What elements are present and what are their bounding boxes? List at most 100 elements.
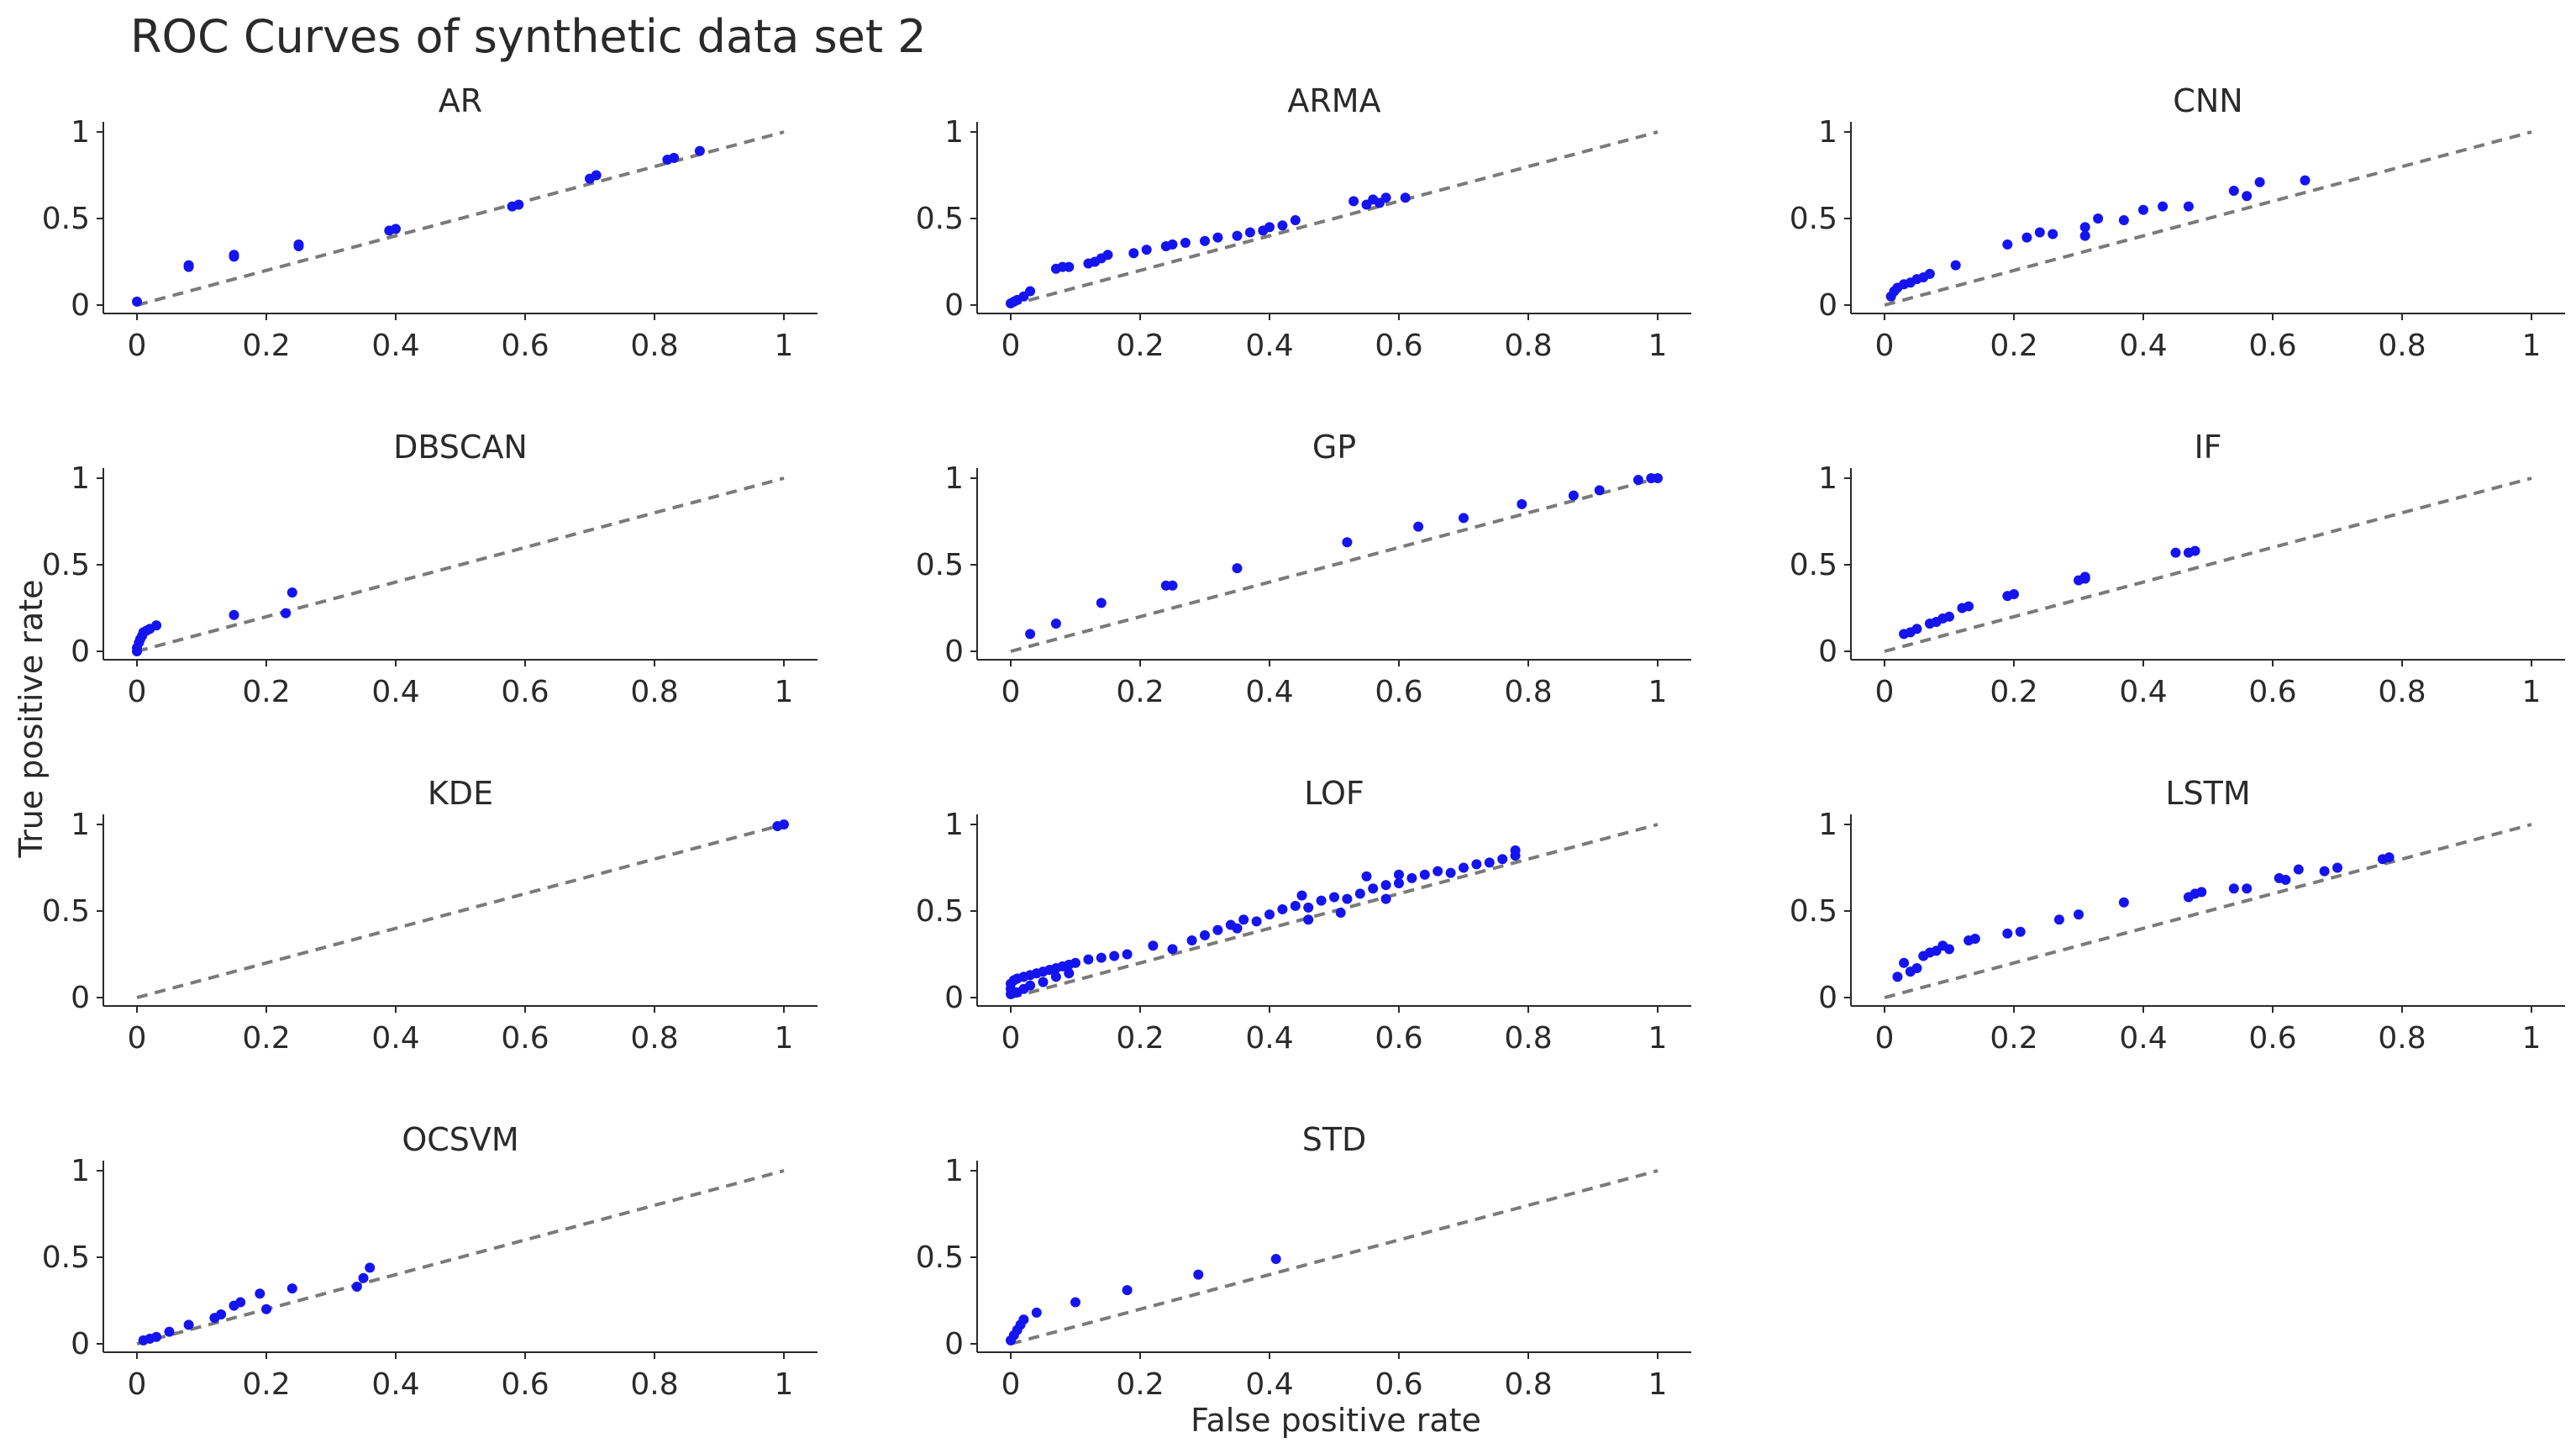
roc-point: [1122, 949, 1133, 960]
x-tick-label: 0.2: [1116, 675, 1164, 709]
panel-if: 0 0.5 1 0 0.2 0.4 0.6 0.8 1 IF: [1790, 429, 2565, 709]
x-tick-label: 0.8: [630, 675, 678, 709]
roc-point: [1050, 619, 1061, 629]
x-tick-label: 0.6: [2248, 329, 2296, 363]
panel-title: GP: [1312, 429, 1356, 466]
x-tick-label: 0: [1875, 329, 1895, 363]
x-tick-label: 1: [2522, 1021, 2542, 1056]
y-tick-label: 0: [1818, 981, 1837, 1015]
x-tick-label: 0.6: [2248, 1021, 2296, 1056]
roc-point: [2293, 864, 2304, 875]
roc-point: [183, 260, 194, 271]
x-tick-label: 1: [775, 329, 794, 363]
roc-point: [1070, 1297, 1080, 1308]
y-tick-label: 1: [71, 808, 90, 842]
x-tick-label: 0.6: [501, 1367, 549, 1402]
y-tick-label: 0: [944, 981, 964, 1015]
roc-point: [1368, 883, 1379, 894]
roc-point: [229, 250, 239, 261]
roc-point: [1380, 880, 1391, 891]
roc-point: [1109, 951, 1120, 961]
y-tick-label: 0: [944, 1327, 964, 1361]
panel-gp: 0 0.5 1 0 0.2 0.4 0.6 0.8 1 GP: [916, 429, 1691, 709]
x-tick-label: 0.8: [2378, 1021, 2426, 1056]
panel-ar: 0 0.5 1 0 0.2 0.4 0.6 0.8 1 AR: [42, 82, 817, 363]
roc-point: [1354, 888, 1365, 899]
roc-point: [1911, 624, 1922, 635]
roc-point: [1342, 537, 1353, 548]
x-tick-label: 0: [1001, 329, 1021, 363]
roc-point: [1911, 962, 1922, 973]
roc-point: [2093, 213, 2104, 224]
roc-point: [261, 1303, 271, 1314]
x-tick-label: 0: [128, 1367, 147, 1402]
roc-point: [591, 170, 602, 181]
roc-point: [1244, 227, 1255, 238]
roc-point: [2254, 176, 2265, 187]
roc-point: [1361, 871, 1372, 882]
roc-point: [1070, 957, 1080, 968]
roc-point: [1303, 914, 1314, 925]
x-tick-label: 0.8: [2378, 675, 2426, 709]
reference-diagonal: [136, 1169, 785, 1346]
roc-point: [1148, 940, 1159, 951]
panel-kde: 0 0.5 1 0 0.2 0.4 0.6 0.8 1 KDE: [42, 775, 817, 1056]
y-tick-label: 1: [1818, 115, 1837, 150]
roc-point: [235, 1297, 246, 1308]
roc-point: [1335, 908, 1346, 919]
roc-point: [1471, 859, 1482, 870]
roc-point: [1128, 248, 1139, 259]
x-tick-label: 0: [1001, 1367, 1021, 1402]
roc-point: [1167, 239, 1178, 250]
roc-point: [1394, 878, 1404, 889]
x-tick-label: 0.4: [2119, 329, 2167, 363]
roc-point: [1083, 954, 1094, 965]
roc-point: [1568, 490, 1579, 501]
x-tick-label: 0.6: [1375, 675, 1422, 709]
roc-point: [2048, 229, 2058, 240]
panel-title: KDE: [428, 775, 493, 812]
y-tick-label: 1: [71, 1154, 90, 1188]
x-tick-label: 0.8: [1504, 1021, 1552, 1056]
panel-title: OCSVM: [402, 1121, 518, 1158]
reference-diagonal: [1884, 130, 2532, 307]
x-tick-label: 0.4: [371, 1367, 419, 1402]
y-tick-label: 0: [71, 288, 90, 323]
x-tick-label: 0.2: [242, 329, 290, 363]
roc-point: [287, 1283, 297, 1294]
roc-point: [1342, 893, 1353, 904]
roc-point: [1251, 916, 1262, 927]
roc-point: [351, 1282, 362, 1293]
x-tick-label: 0.6: [1375, 1367, 1422, 1402]
roc-point: [1180, 237, 1191, 248]
roc-point: [1232, 923, 1243, 934]
x-tick-label: 0.4: [1245, 329, 1293, 363]
roc-point: [1064, 261, 1075, 272]
x-tick-label: 0.4: [371, 1021, 419, 1056]
roc-point: [1653, 473, 1663, 483]
roc-point: [2242, 883, 2253, 894]
x-tick-label: 0.8: [2378, 329, 2426, 363]
x-tick-label: 0: [1001, 1021, 1021, 1056]
x-tick-label: 1: [1648, 675, 1668, 709]
x-tick-label: 0: [1875, 675, 1895, 709]
x-tick-label: 0.8: [1504, 1367, 1552, 1402]
roc-point: [1394, 869, 1404, 880]
roc-point: [2118, 215, 2129, 226]
y-tick-label: 0.5: [42, 894, 90, 929]
roc-point: [1270, 1254, 1281, 1265]
x-tick-label: 0.6: [501, 1021, 549, 1056]
roc-point: [1212, 924, 1223, 935]
x-tick-label: 0.6: [1375, 1021, 1422, 1056]
roc-point: [1484, 857, 1495, 868]
roc-point: [1459, 513, 1469, 524]
roc-point: [2332, 862, 2342, 873]
reference-diagonal: [1884, 823, 2532, 999]
panel-lof: 0 0.5 1 0 0.2 0.4 0.6 0.8 1 LOF: [916, 775, 1691, 1056]
roc-point: [1264, 222, 1275, 233]
y-tick-label: 0: [71, 635, 90, 669]
panel-std: 0 0.5 1 0 0.2 0.4 0.6 0.8 1 STD: [916, 1121, 1691, 1402]
panel-cnn: 0 0.5 1 0 0.2 0.4 0.6 0.8 1 CNN: [1790, 82, 2565, 363]
roc-point: [1964, 601, 1974, 612]
